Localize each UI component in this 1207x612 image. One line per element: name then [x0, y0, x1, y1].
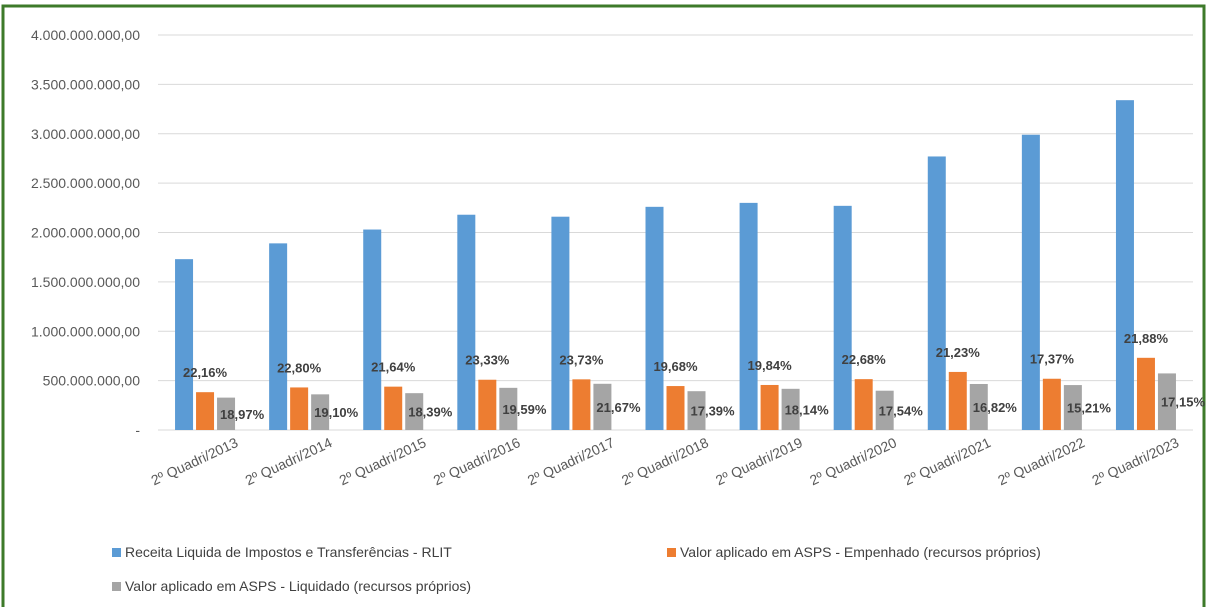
- bar: [478, 379, 497, 430]
- bar: [1136, 357, 1155, 430]
- bar: [269, 243, 288, 430]
- y-tick-label: 3.000.000.000,00: [31, 126, 140, 142]
- bar: [1115, 100, 1134, 431]
- legend-swatch: [667, 548, 676, 557]
- legend-swatch: [112, 548, 121, 557]
- y-tick-label: 4.000.000.000,00: [31, 27, 140, 43]
- data-label: 19,59%: [502, 402, 547, 417]
- y-tick-label: 500.000.000,00: [43, 373, 141, 389]
- y-tick-label: 1.000.000.000,00: [31, 323, 140, 339]
- bar: [551, 216, 570, 430]
- bar: [572, 379, 591, 430]
- data-label: 22,80%: [277, 360, 322, 375]
- data-label: 19,84%: [748, 358, 793, 373]
- legend-swatch: [112, 582, 121, 591]
- bar: [1042, 378, 1061, 430]
- data-label: 18,97%: [220, 407, 265, 422]
- data-label: 19,68%: [653, 359, 698, 374]
- data-label: 18,14%: [785, 402, 830, 417]
- bar: [687, 391, 706, 430]
- y-tick-label: 2.500.000.000,00: [31, 175, 140, 191]
- bar: [593, 383, 612, 430]
- bar: [1157, 373, 1176, 430]
- data-label: 16,82%: [973, 400, 1018, 415]
- bar: [1063, 385, 1082, 430]
- bar: [645, 206, 664, 430]
- bar: [969, 383, 988, 430]
- bar: [739, 202, 758, 430]
- bar: [311, 394, 330, 430]
- bar: [833, 205, 852, 430]
- frame: [1, 4, 1206, 611]
- bar: [499, 387, 518, 430]
- data-label: 18,39%: [408, 405, 453, 420]
- bar: [927, 156, 946, 430]
- legend-label: Receita Liquida de Impostos e Transferên…: [125, 544, 452, 560]
- legend-label: Valor aplicado em ASPS - Empenhado (recu…: [680, 544, 1041, 560]
- data-label: 21,23%: [936, 345, 981, 360]
- data-label: 22,68%: [842, 352, 887, 367]
- bar: [457, 214, 476, 430]
- data-label: 17,37%: [1030, 352, 1075, 367]
- bar: [196, 392, 215, 430]
- bar: [760, 384, 779, 430]
- data-label: 17,39%: [691, 404, 736, 419]
- data-label: 17,15%: [1161, 395, 1206, 410]
- data-label: 23,33%: [465, 353, 510, 368]
- y-tick-label: 2.000.000.000,00: [31, 225, 140, 241]
- bar: [854, 379, 873, 430]
- data-label: 17,54%: [879, 403, 924, 418]
- bar: [175, 259, 194, 430]
- data-label: 23,73%: [559, 352, 604, 367]
- y-tick-label: -: [135, 422, 140, 438]
- y-tick-label: 3.500.000.000,00: [31, 76, 140, 92]
- data-label: 15,21%: [1067, 401, 1112, 416]
- bar: [405, 393, 424, 430]
- bar: [1021, 134, 1040, 431]
- data-label: 21,88%: [1124, 331, 1169, 346]
- bar: [666, 386, 685, 430]
- bar: [384, 386, 403, 430]
- bar: [948, 371, 967, 430]
- bar: [875, 390, 894, 430]
- data-label: 22,16%: [183, 365, 228, 380]
- bar: [217, 397, 236, 430]
- data-label: 19,10%: [314, 405, 359, 420]
- y-tick-label: 1.500.000.000,00: [31, 274, 140, 290]
- bar: [781, 388, 800, 430]
- bar: [290, 387, 309, 430]
- data-label: 21,67%: [596, 400, 641, 415]
- legend-label: Valor aplicado em ASPS - Liquidado (recu…: [125, 578, 471, 594]
- bar: [363, 229, 382, 430]
- data-label: 21,64%: [371, 360, 416, 375]
